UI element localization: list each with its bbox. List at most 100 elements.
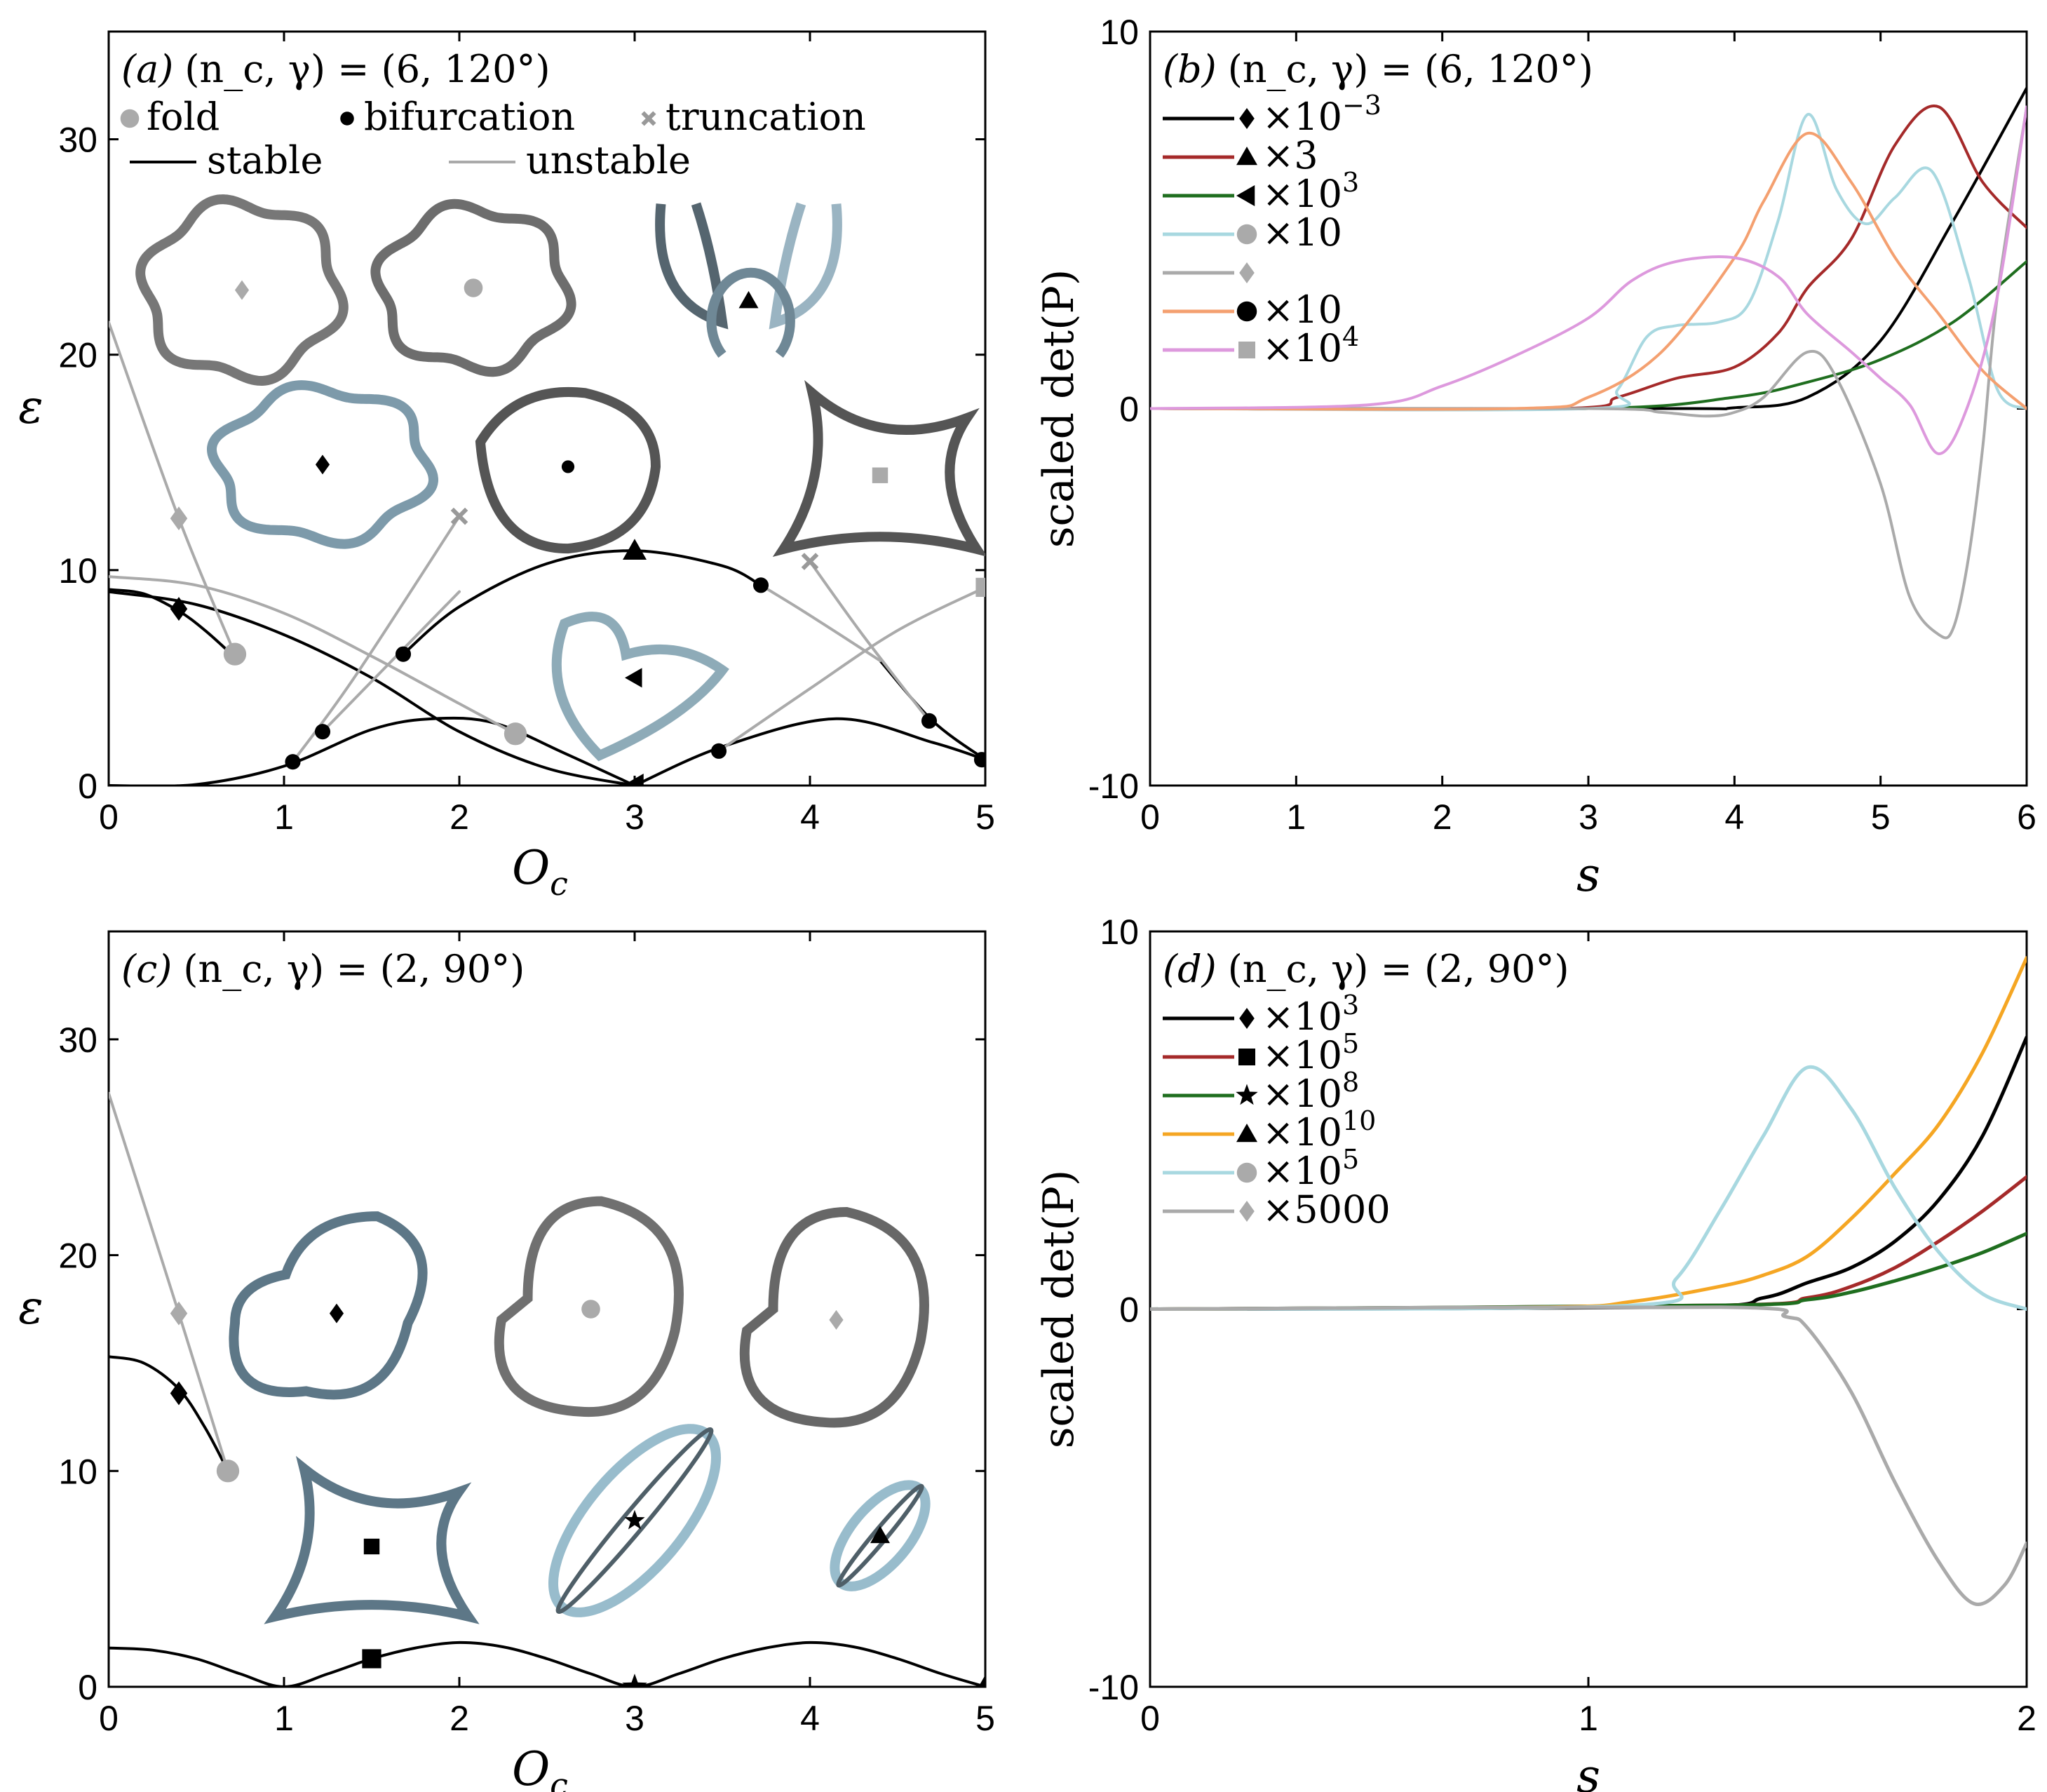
data-marker [362,1649,381,1669]
ellipse-pair-inset [548,1424,721,1617]
legend-label-main: ×10 [1262,210,1342,255]
shape-inset [229,1211,428,1400]
y-tick-label: 20 [58,336,97,375]
x-tick-label: 0 [1140,1699,1160,1738]
panel-title-prefix: (a) [121,47,173,91]
shape-inset [206,380,439,549]
legend-marker [1239,108,1255,129]
panel-title-prefix: (d) [1163,947,1217,991]
data-marker [395,646,412,662]
x-tick-label: 1 [1286,797,1306,837]
series-line [109,575,517,736]
twin-wings-inset [655,202,729,330]
y-tick-label: -10 [1088,767,1139,806]
rounded-loop-inset [475,386,661,554]
shape-inset [551,612,729,762]
data-marker [314,724,331,740]
shape-inset [494,1196,684,1417]
x-axis-label: s [1576,1749,1600,1792]
data-marker [170,506,188,531]
x-tick-label: 4 [800,797,820,837]
inset-marker [329,1303,344,1323]
inset-marker [829,1309,844,1330]
inset-marker [315,454,330,475]
legend-marker [1236,147,1257,166]
legend-label-main: ×3 [1262,133,1318,177]
series-line [109,590,636,786]
y-axis-label: ε [18,1281,43,1335]
y-tick-label: 0 [78,1668,97,1707]
legend-label-exp: 5 [1342,1028,1359,1059]
x-tick-label: 0 [99,797,119,837]
inset-marker [624,1509,645,1530]
legend-label-main: ×10 [1262,1110,1342,1154]
data-marker [223,642,247,666]
data-marker [170,597,188,621]
drop-inset [739,1207,929,1428]
legend-stable-label: stable [207,138,323,182]
legend-label-exp: 8 [1342,1067,1359,1098]
shape-inset [475,386,661,554]
shape-inset [135,194,349,386]
panel-a: 0 1 2 3 4 5 0 10 20 30 Oc ε (a) (n_c, γ) = (6, 120°)f… [18,30,995,903]
series-line [109,716,636,786]
legend-label-main: ×10 [1262,326,1342,370]
x-tick-label: 1 [274,797,294,837]
shape-inset [830,1480,931,1591]
legend-fold-label: fold [147,95,219,139]
wavy-loop-6-inset [206,380,439,549]
legend-label-main: ×5000 [1262,1187,1391,1232]
x-tick-label: 0 [1140,797,1160,837]
legend-marker [1238,1049,1255,1065]
shape-inset [655,202,842,358]
data-marker [801,553,819,570]
y-tick-label: 10 [58,1452,97,1491]
x-tick-label: 5 [975,797,995,837]
bean-inset [229,1211,428,1400]
x-tick-label: 2 [450,797,469,837]
panel-title-params: (n_c, γ) = (6, 120°) [1228,47,1593,91]
legend-marker [1239,1201,1255,1222]
x-tick-label: 2 [2017,1699,2036,1738]
legend-marker [1239,1008,1255,1029]
data-marker [973,752,985,768]
panel-title: (b) (n_c, γ) = (6, 120°) [1163,47,1593,91]
y-tick-label: -10 [1088,1668,1139,1707]
inset-marker [870,1525,890,1544]
legend-label: ×104 [1262,321,1359,370]
x-tick-label: 3 [625,797,644,837]
y-axis-label: scaled det(P) [1034,1170,1083,1449]
panel-title-prefix: (b) [1163,47,1217,91]
panel-title: (a) (n_c, γ) = (6, 120°) [121,47,550,91]
x-axis-label-main: O [512,841,550,895]
legend-label: ×103 [1262,990,1359,1039]
legend-label: ×105 [1262,1144,1359,1193]
shape-inset [264,1455,480,1624]
wavy-loop-6-inset [135,194,349,386]
data-layer [1150,86,2027,640]
heart-inset [551,612,729,762]
data-marker [623,774,644,786]
x-axis-label: Oc [512,841,568,903]
data-marker [170,1301,188,1326]
legend-label: ×10 [1262,288,1342,332]
series-line [809,560,931,722]
x-axis-label: Oc [512,1742,568,1792]
legend-label: ×105 [1262,1028,1359,1077]
ellipse-pair-inset [555,1427,714,1615]
legend-label: ×1010 [1262,1105,1376,1154]
legend-label-exp: 10 [1342,1105,1376,1136]
y-tick-label: 30 [58,1020,97,1060]
shape-inset [548,1424,721,1617]
shape-inset [772,379,985,557]
x-tick-label: 0 [99,1699,119,1738]
data-marker [622,1673,647,1687]
legend-label: ×10 [1262,210,1342,255]
data-layer [109,194,985,786]
data-marker [504,722,527,746]
inset-marker [872,467,889,483]
y-tick-label: 0 [1119,1291,1139,1330]
data-marker [216,1460,240,1483]
